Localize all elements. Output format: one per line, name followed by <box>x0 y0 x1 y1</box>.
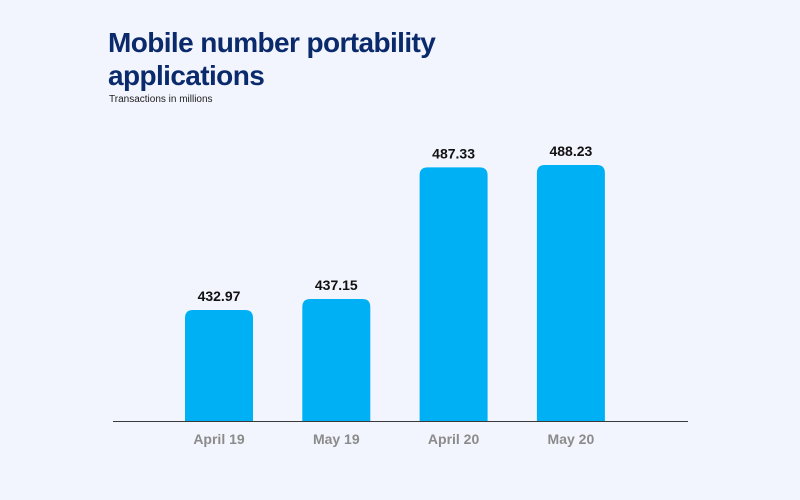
bar-april-19 <box>185 310 253 421</box>
x-tick-labels-group: April 19 May 19 April 20 May 20 <box>193 431 594 447</box>
value-labels-group: 432.97 437.15 487.33 488.23 <box>198 143 593 304</box>
data-label: 488.23 <box>549 143 592 159</box>
x-tick-label: May 20 <box>548 431 595 447</box>
bar-may-20 <box>536 165 605 421</box>
chart-title: Mobile number portability applications <box>108 27 436 91</box>
bar-may-19 <box>302 299 371 421</box>
x-tick-label: April 20 <box>428 431 480 447</box>
chart-subtitle: Transactions in millions <box>109 94 213 105</box>
x-tick-label: May 19 <box>313 431 360 447</box>
data-label: 437.15 <box>315 277 358 293</box>
bars-group <box>185 165 605 421</box>
data-label: 432.97 <box>198 288 241 304</box>
bar-april-20 <box>419 167 488 421</box>
x-tick-label: April 19 <box>193 431 245 447</box>
data-label: 487.33 <box>432 145 475 161</box>
